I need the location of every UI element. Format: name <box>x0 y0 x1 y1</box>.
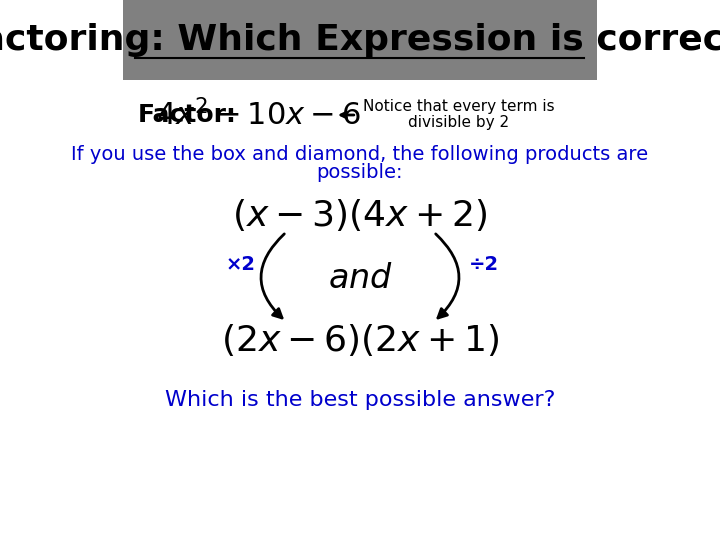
Bar <box>123 0 597 80</box>
Text: $(x-3)(4x+2)$: $(x-3)(4x+2)$ <box>232 197 488 233</box>
Text: $4x^2 - 10x - 6$: $4x^2 - 10x - 6$ <box>156 99 360 131</box>
Text: Notice that every term is: Notice that every term is <box>363 99 554 114</box>
Text: $(2x-6)(2x+1)$: $(2x-6)(2x+1)$ <box>221 322 499 358</box>
Text: ÷2: ÷2 <box>469 255 499 274</box>
Text: ×2: ×2 <box>225 255 256 274</box>
Text: possible:: possible: <box>317 163 403 181</box>
Text: $\it{and}$: $\it{and}$ <box>328 261 392 294</box>
FancyArrowPatch shape <box>261 234 284 318</box>
Text: Factor:: Factor: <box>138 103 237 127</box>
Text: divisible by 2: divisible by 2 <box>408 116 509 131</box>
Text: Which is the best possible answer?: Which is the best possible answer? <box>165 390 555 410</box>
FancyArrowPatch shape <box>436 234 459 318</box>
Text: If you use the box and diamond, the following products are: If you use the box and diamond, the foll… <box>71 145 649 165</box>
Text: Factoring: Which Expression is correct?: Factoring: Which Expression is correct? <box>0 23 720 57</box>
